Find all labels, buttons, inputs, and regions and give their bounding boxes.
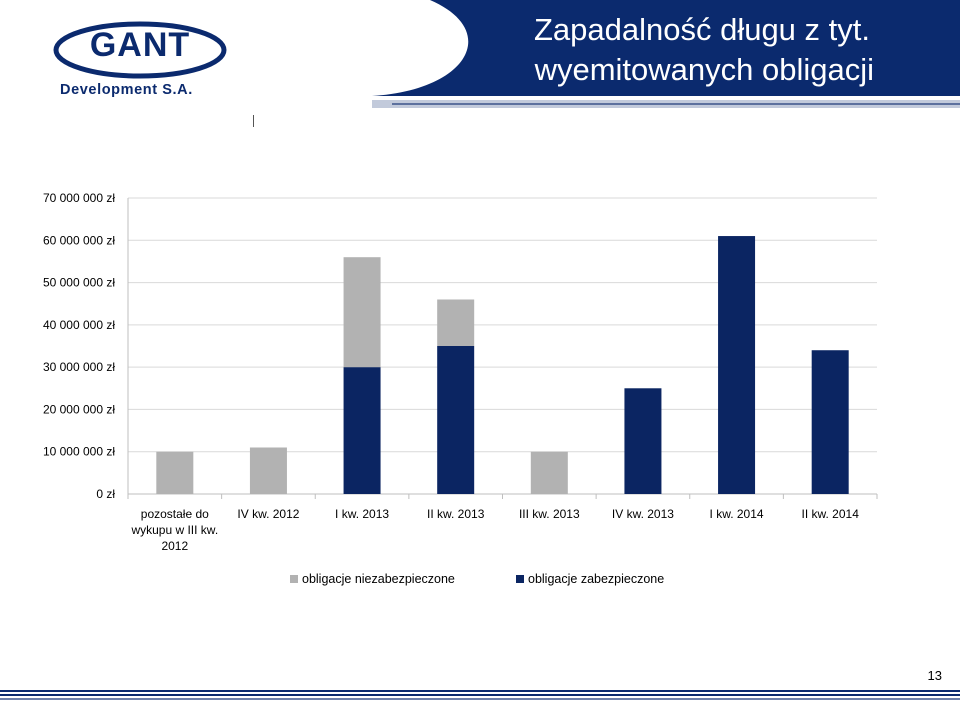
y-tick-label: 30 000 000 zł (43, 360, 115, 374)
legend-swatch-secured (516, 575, 524, 583)
slide-header: Zapadalność długu z tyt. wyemitowanych o… (0, 0, 960, 130)
bar-unsecured (156, 451, 194, 494)
x-tick-label: II kw. 2014 (802, 507, 860, 521)
x-tick-label: II kw. 2013 (427, 507, 485, 521)
y-tick-label: 70 000 000 zł (43, 191, 115, 205)
bar-unsecured (249, 447, 287, 494)
y-tick-label: 0 zł (96, 487, 115, 501)
x-tick-label: I kw. 2013 (335, 507, 389, 521)
x-tick-label: III kw. 2013 (519, 507, 580, 521)
y-tick-label: 50 000 000 zł (43, 276, 115, 290)
x-tick-label: I kw. 2014 (710, 507, 764, 521)
bar-secured (343, 367, 381, 494)
x-tick-label: pozostałe do wykupu w III kw. 2012 (130, 507, 218, 553)
bar-unsecured (437, 299, 475, 346)
bar-chart: 0 zł 10 000 000 zł 20 000 000 zł 30 000 000… (43, 191, 878, 553)
bottom-stripes (0, 690, 960, 700)
text-cursor-mark (253, 115, 254, 127)
slide-title-line-2: wyemitowanych obligacji (534, 52, 874, 87)
bar-secured (718, 236, 756, 495)
x-tick-label: IV kw. 2012 (237, 507, 299, 521)
bar-secured (624, 388, 662, 494)
bar-secured (437, 346, 475, 494)
bar-secured (811, 350, 849, 494)
legend-swatch-unsecured (290, 575, 298, 583)
header-banner (330, 0, 960, 108)
y-tick-label: 20 000 000 zł (43, 402, 115, 416)
slide-title-line-1: Zapadalność długu z tyt. (533, 12, 870, 47)
legend-label-unsecured: obligacje niezabezpieczone (302, 572, 455, 586)
logo-subtitle: Development S.A. (60, 82, 193, 98)
legend-label-secured: obligacje zabezpieczone (528, 572, 665, 586)
bar-unsecured (530, 451, 568, 494)
bar-unsecured (343, 257, 381, 368)
gant-logo: GANT Development S.A. (52, 20, 242, 100)
logo-wordmark: GANT (89, 26, 191, 64)
x-tick-label: IV kw. 2013 (612, 507, 674, 521)
y-tick-label: 10 000 000 zł (43, 445, 115, 459)
y-tick-label: 60 000 000 zł (43, 233, 115, 247)
y-tick-label: 40 000 000 zł (43, 318, 115, 332)
logo-ellipse (53, 21, 227, 79)
page-number: 13 (927, 668, 942, 683)
